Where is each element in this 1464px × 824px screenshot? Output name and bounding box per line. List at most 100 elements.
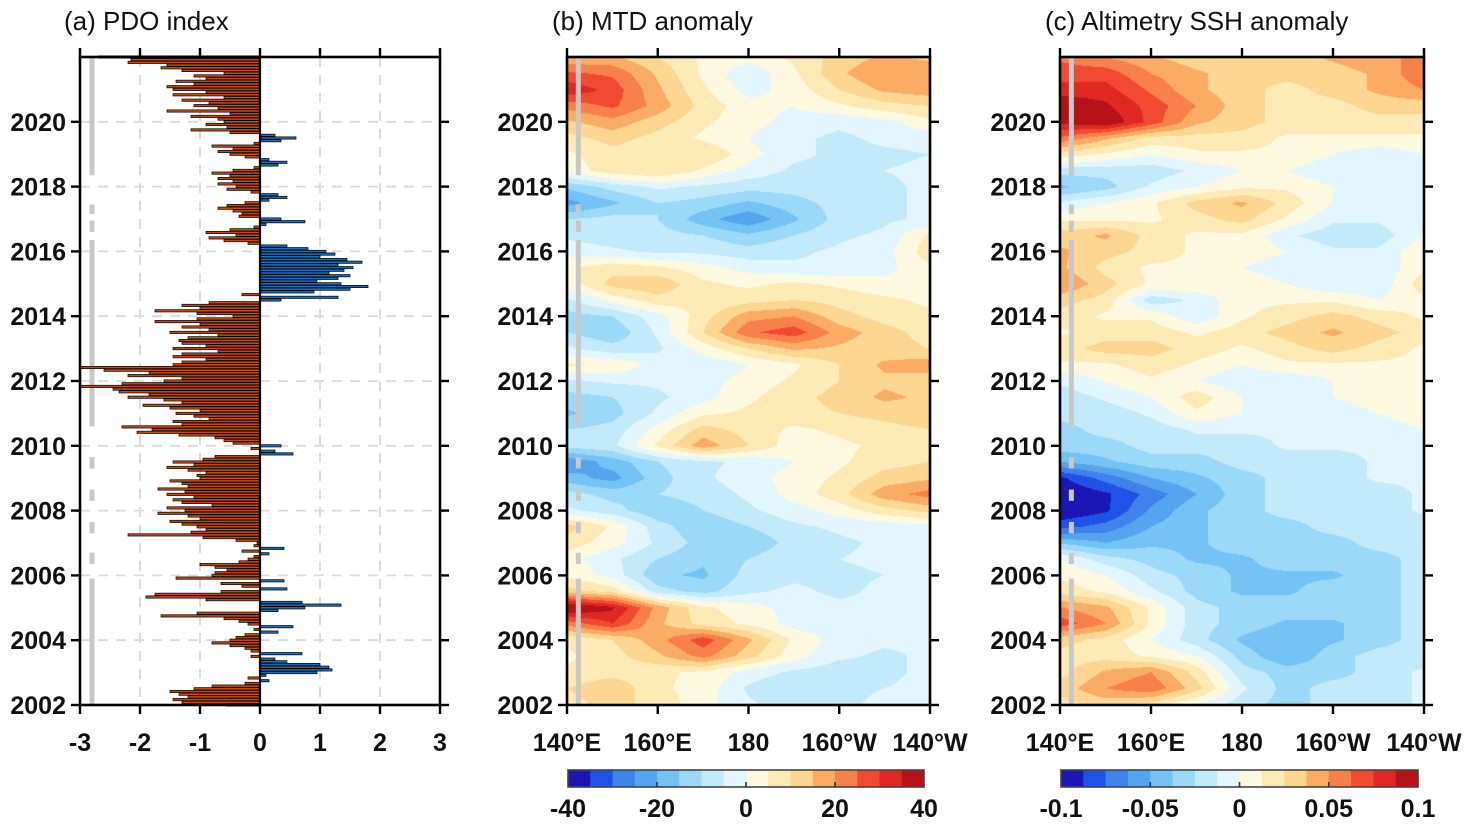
lon-tick-label: 180	[728, 729, 770, 757]
ssh-colorbar-tick-label: 0	[1233, 795, 1247, 823]
lon-tick-label: 140°W	[1386, 729, 1462, 757]
year-tick-label: 2012	[990, 368, 1046, 396]
year-tick-label: 2016	[497, 238, 553, 266]
pdo-bar-negative	[160, 614, 261, 618]
pdo-bar-negative	[169, 479, 261, 483]
pdo-bar-negative	[121, 425, 261, 429]
pdo-x-tick-label: 3	[433, 729, 447, 757]
mtd-colorbar-cell	[812, 770, 836, 787]
pdo-bar-negative	[217, 182, 261, 186]
mtd-colorbar-cell	[679, 770, 702, 787]
pdo-bar-negative	[205, 357, 261, 361]
pdo-bar-positive	[259, 258, 348, 262]
pdo-bar-negative	[154, 592, 261, 596]
pdo-bar-negative	[232, 441, 261, 445]
pdo-bar-negative	[199, 409, 261, 413]
pdo-bar-positive	[259, 263, 339, 267]
pdo-bar-negative	[199, 322, 261, 326]
pdo-bar-negative	[235, 233, 261, 237]
pdo-bar-negative	[148, 371, 261, 375]
pdo-bar-negative	[157, 487, 261, 491]
year-tick-label: 2020	[497, 109, 553, 137]
pdo-bar-negative	[193, 495, 261, 499]
pdo-bar-negative	[103, 368, 261, 372]
mtd-colorbar-cell	[790, 770, 814, 787]
pdo-bar-negative	[247, 676, 261, 680]
year-tick-label: 2004	[10, 627, 66, 655]
pdo-x-tick-label: 0	[253, 729, 267, 757]
pdo-bar-positive	[259, 603, 342, 607]
lon-tick-label: 140°E	[1026, 729, 1094, 757]
pdo-bar-negative	[79, 366, 261, 370]
pdo-bar-positive	[259, 452, 294, 456]
pdo-bar-negative	[187, 468, 261, 472]
pdo-bar-positive	[259, 625, 294, 629]
ssh-colorbar-cell	[1239, 770, 1263, 787]
pdo-bar-negative	[232, 179, 261, 183]
pdo-bar-negative	[193, 687, 261, 691]
pdo-bar-negative	[163, 398, 261, 402]
mtd-colorbar-cell	[746, 770, 769, 787]
pdo-bar-negative	[190, 128, 261, 132]
year-tick-label: 2008	[990, 498, 1046, 526]
pdo-bar-positive	[259, 158, 270, 162]
mtd-colorbar-tick-label: -40	[550, 795, 586, 823]
pdo-bar-positive	[259, 298, 282, 302]
pdo-bar-negative	[238, 214, 261, 218]
pdo-bar-negative	[181, 68, 261, 72]
year-tick-label: 2014	[10, 303, 66, 331]
pdo-bar-negative	[175, 576, 261, 580]
pdo-bar-negative	[205, 471, 261, 475]
pdo-bar-negative	[181, 325, 261, 329]
pdo-bar-positive	[259, 274, 351, 278]
pdo-bar-positive	[259, 287, 351, 291]
pdo-bar-negative	[172, 698, 261, 702]
pdo-bar-positive	[259, 295, 339, 299]
lon-tick-label: 160°E	[1117, 729, 1185, 757]
pdo-bar-negative	[223, 71, 261, 75]
pdo-bar-negative	[250, 654, 261, 658]
pdo-bar-negative	[223, 239, 261, 243]
ssh-colorbar-cell	[1328, 770, 1352, 787]
pdo-bar-negative	[193, 463, 261, 467]
pdo-bar-negative	[127, 60, 261, 64]
mtd-colorbar-tick-label: 0	[739, 795, 753, 823]
pdo-bar-negative	[223, 438, 261, 442]
pdo-bar-negative	[196, 317, 261, 321]
pdo-bar-negative	[235, 185, 261, 189]
pdo-bar-negative	[187, 336, 261, 340]
panel-a-title: (a) PDO index	[64, 6, 229, 36]
pdo-bar-negative	[211, 144, 261, 148]
pdo-bar-negative	[193, 74, 261, 78]
mtd-colorbar-cell	[835, 770, 858, 787]
pdo-bar-negative	[229, 152, 261, 156]
plot-frame	[1058, 55, 1426, 707]
pdo-bar-negative	[205, 77, 261, 81]
mtd-colorbar-cell	[768, 770, 791, 787]
pdo-bar-negative	[172, 93, 261, 97]
pdo-bar-negative	[193, 82, 261, 86]
ssh-colorbar-cell	[1261, 770, 1285, 787]
pdo-bar-negative	[229, 638, 261, 642]
pdo-bar-positive	[259, 249, 327, 253]
year-tick-label: 2010	[497, 433, 553, 461]
ssh-colorbar-cell	[1194, 770, 1218, 787]
pdo-bar-negative	[127, 374, 261, 378]
pdo-bar-negative	[238, 560, 261, 564]
pdo-bar-negative	[181, 360, 261, 364]
pdo-bar-negative	[190, 114, 261, 118]
pdo-bar-negative	[211, 503, 261, 507]
pdo-bar-negative	[166, 465, 261, 469]
pdo-bar-negative	[241, 549, 261, 553]
mtd-colorbar-cell	[612, 770, 636, 787]
year-tick-label: 2012	[10, 368, 66, 396]
pdo-bar-negative	[214, 571, 261, 575]
year-tick-label: 2020	[990, 109, 1046, 137]
pdo-bar-negative	[127, 533, 261, 537]
pdo-bar-negative	[151, 428, 261, 432]
pdo-bar-negative	[172, 355, 261, 359]
pdo-bar-negative	[205, 90, 261, 94]
year-tick-label: 2002	[497, 692, 553, 720]
pdo-bar-negative	[232, 209, 261, 213]
pdo-bar-negative	[181, 341, 261, 345]
